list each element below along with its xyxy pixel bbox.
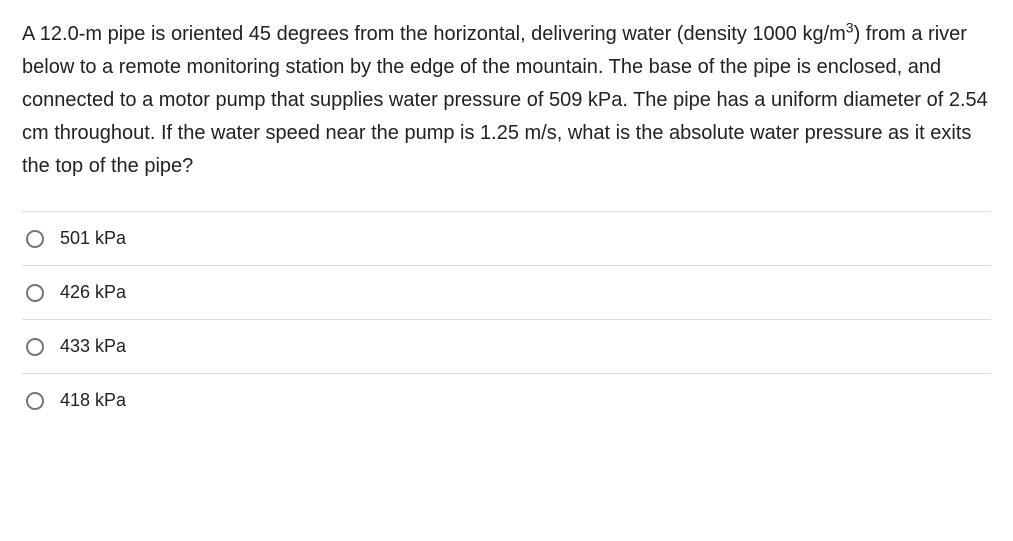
question-text-pre: A 12.0-m pipe is oriented 45 degrees fro… xyxy=(22,23,846,45)
radio-icon[interactable] xyxy=(26,230,44,248)
option-row[interactable]: 433 kPa xyxy=(22,319,991,373)
option-label: 426 kPa xyxy=(60,282,126,303)
option-row[interactable]: 426 kPa xyxy=(22,265,991,319)
radio-icon[interactable] xyxy=(26,284,44,302)
option-row[interactable]: 418 kPa xyxy=(22,373,991,427)
question-text: A 12.0-m pipe is oriented 45 degrees fro… xyxy=(22,18,991,183)
option-label: 501 kPa xyxy=(60,228,126,249)
option-row[interactable]: 501 kPa xyxy=(22,211,991,265)
option-label: 418 kPa xyxy=(60,390,126,411)
option-label: 433 kPa xyxy=(60,336,126,357)
question-text-post: ) from a river below to a remote monitor… xyxy=(22,23,988,177)
question-superscript: 3 xyxy=(846,19,854,35)
radio-icon[interactable] xyxy=(26,392,44,410)
options-list: 501 kPa 426 kPa 433 kPa 418 kPa xyxy=(22,211,991,427)
radio-icon[interactable] xyxy=(26,338,44,356)
